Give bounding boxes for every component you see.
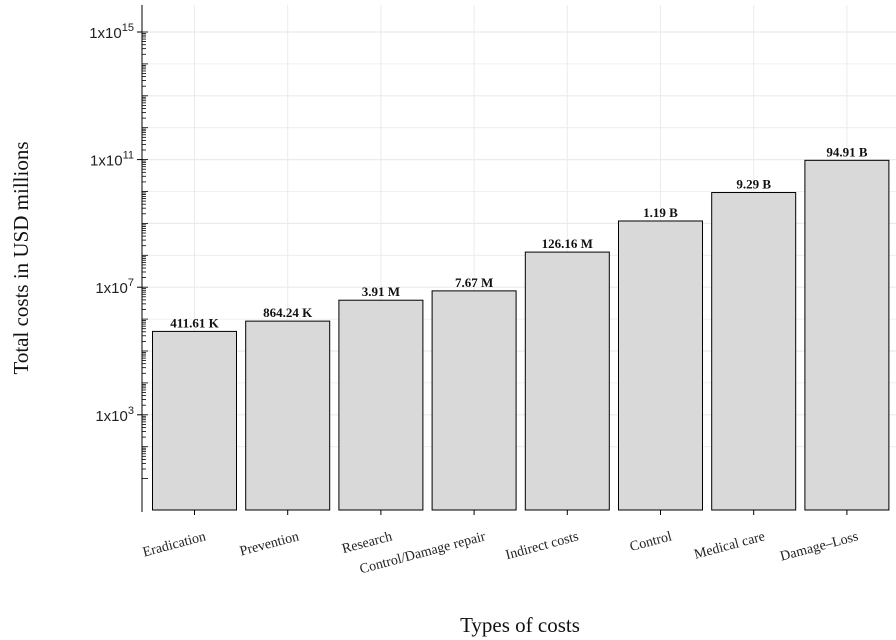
bar: [152, 330, 237, 511]
bar: [618, 220, 703, 511]
bar-data-label: 411.61 K: [170, 315, 219, 330]
bar-data-label: 1.19 B: [643, 205, 678, 220]
bar: [711, 192, 797, 511]
bar: [804, 159, 890, 511]
bar-data-label: 126.16 M: [542, 236, 593, 251]
x-tick-label: Eradication: [141, 529, 207, 560]
x-tick-label: Indirect costs: [504, 529, 580, 563]
bars: [152, 159, 890, 511]
axes: [137, 5, 848, 515]
bar-data-label: 94.91 B: [826, 144, 868, 159]
bar: [431, 290, 517, 511]
x-tick-label: Control: [628, 529, 673, 555]
bar-data-label: 864.24 K: [263, 305, 313, 320]
y-tick-label: 1x1015: [89, 22, 134, 42]
bar-data-label: 7.67 M: [455, 275, 493, 290]
x-tick-label: Damage–Loss: [779, 529, 860, 564]
bar: [245, 320, 331, 511]
x-axis-title: Types of costs: [460, 613, 580, 637]
bar: [524, 251, 610, 511]
y-tick-label: 1x1011: [90, 150, 134, 170]
y-axis-title: Total costs in USD millions: [9, 141, 33, 374]
bar: [338, 299, 424, 511]
y-minor-ticks: [142, 31, 148, 480]
y-tick-label: 1x103: [95, 405, 134, 425]
x-tick-label: Medical care: [693, 529, 767, 562]
bar-data-label: 3.91 M: [362, 284, 400, 299]
bar-data-label: 9.29 B: [736, 177, 771, 192]
x-tick-label: Research: [340, 529, 393, 557]
x-tick-label: Prevention: [238, 529, 300, 559]
y-tick-label: 1x107: [95, 277, 134, 297]
